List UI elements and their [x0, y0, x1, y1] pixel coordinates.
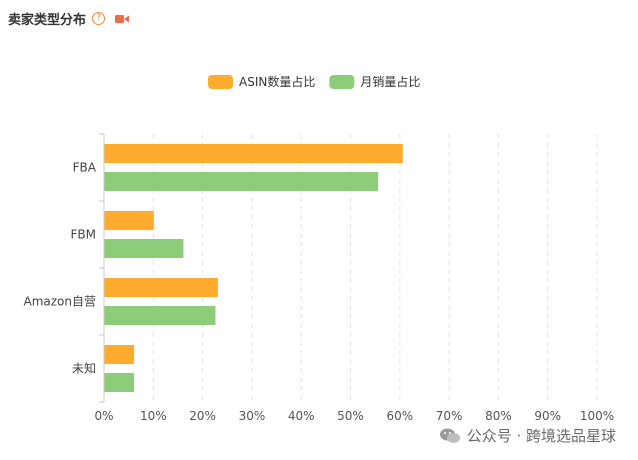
- watermark: 公众号 · 跨境选品星球: [439, 425, 616, 446]
- watermark-text: 公众号 · 跨境选品星球: [466, 427, 616, 445]
- bar: [104, 239, 184, 258]
- category-label: FBM: [71, 228, 97, 242]
- x-tick-label: 90%: [534, 409, 561, 423]
- bar: [104, 345, 135, 364]
- x-tick-label: 30%: [239, 409, 266, 423]
- help-circle-icon[interactable]: ?: [92, 12, 106, 25]
- page-title: 卖家类型分布: [8, 13, 87, 28]
- x-tick-label: 50%: [337, 409, 364, 423]
- bar: [104, 373, 135, 392]
- legend-swatch: [208, 75, 233, 89]
- video-camera-icon[interactable]: [115, 9, 130, 28]
- chart-header: 卖家类型分布 ?: [8, 9, 130, 28]
- x-tick-label: 0%: [94, 409, 113, 423]
- bar: [104, 144, 403, 163]
- legend-label: ASIN数量占比: [239, 74, 315, 89]
- bar: [104, 211, 154, 230]
- x-tick-label: 70%: [436, 409, 463, 423]
- bar: [104, 278, 218, 297]
- category-label: 未知: [72, 362, 96, 376]
- legend-label: 月销量占比: [360, 74, 420, 89]
- category-label: FBA: [73, 161, 97, 175]
- x-tick-label: 20%: [189, 409, 216, 423]
- x-tick-label: 10%: [140, 409, 167, 423]
- wechat-icon: [439, 428, 460, 443]
- bar: [104, 306, 216, 325]
- x-tick-label: 40%: [288, 409, 315, 423]
- legend-swatch: [329, 75, 355, 89]
- bar: [104, 172, 379, 191]
- category-label: Amazon自营: [24, 295, 97, 309]
- x-tick-label: 80%: [485, 409, 512, 423]
- x-tick-label: 60%: [386, 409, 413, 423]
- x-tick-label: 100%: [580, 409, 614, 423]
